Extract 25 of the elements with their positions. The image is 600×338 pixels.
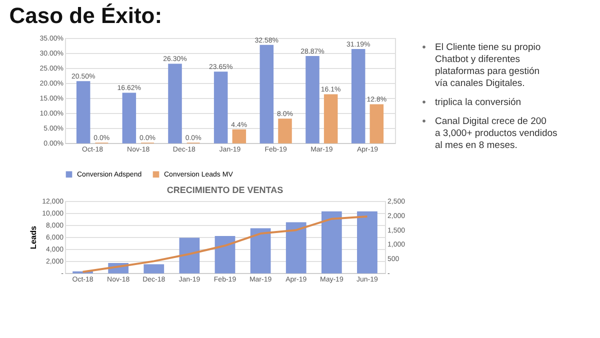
- bar: [278, 118, 292, 144]
- bar: [260, 44, 274, 144]
- bar: [370, 104, 384, 144]
- y-axis-title: Leads: [29, 225, 38, 250]
- bar: [357, 211, 378, 274]
- bar: [286, 222, 306, 274]
- bar: [214, 236, 236, 274]
- bar: [144, 264, 164, 274]
- bar: [179, 238, 200, 274]
- bar: [232, 129, 246, 144]
- text: Canal Digital crece de 200 a 3,000+ productos vendidos al mes en 8 meses.: [435, 116, 558, 151]
- bar: [351, 49, 366, 144]
- bar: [250, 228, 271, 274]
- bar: [321, 211, 342, 274]
- bar: [324, 94, 338, 144]
- text: El Cliente tiene su propio Chatbot y diferentes plataformas para gestión vía canales Digitales.: [435, 42, 541, 89]
- bar: [306, 56, 320, 144]
- bar: [76, 81, 90, 144]
- chart-title: Caso de Éxito:: [9, 3, 162, 28]
- text: triplica la conversión: [435, 97, 522, 108]
- bar: [168, 64, 182, 144]
- bar: [214, 72, 228, 144]
- bar: [122, 92, 136, 144]
- chart-title: CRECIMIENTO DE VENTAS: [166, 185, 284, 195]
- line-series: [82, 216, 368, 273]
